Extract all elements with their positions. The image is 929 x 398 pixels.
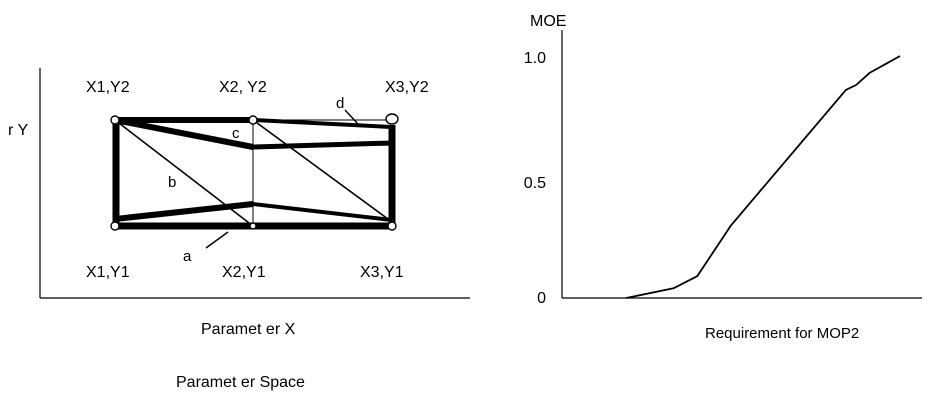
y-axis-label: r Y xyxy=(8,122,28,139)
moe-curve-line xyxy=(626,55,901,299)
x-axis-label: Paramet er X xyxy=(201,321,296,338)
node-x1y2 xyxy=(110,115,120,125)
node-x2y2 xyxy=(248,115,258,125)
chart-x-label: Requirement for MOP2 xyxy=(705,325,859,342)
node-x3y1 xyxy=(387,221,397,231)
label-a-leader xyxy=(205,231,229,249)
corner-label-x3y1: X3,Y1 xyxy=(360,264,404,281)
node-x2y1 xyxy=(249,222,257,230)
moe-chart: MOE Requirement for MOP2 1.0 0.5 0 xyxy=(524,13,922,342)
corner-label-x2y2: X2, Y2 xyxy=(219,79,267,96)
y-tick-label-0-5: 0.5 xyxy=(524,175,546,192)
path-c xyxy=(114,117,254,150)
node-x1y1 xyxy=(110,221,120,231)
path-label-c: c xyxy=(232,125,240,142)
path-label-a: a xyxy=(183,248,192,265)
diagonal-right xyxy=(252,119,393,223)
mid-right-slope xyxy=(252,140,393,150)
corner-label-x3y2: X3,Y2 xyxy=(385,79,429,96)
thick-paths xyxy=(112,117,396,230)
chart-y-label: MOE xyxy=(530,13,566,30)
top-right-slope xyxy=(252,118,393,129)
parameter-space-diagram: X1,Y2 X2, Y2 X3,Y2 X1,Y1 X2,Y1 X3,Y1 b c… xyxy=(8,68,470,391)
corner-label-x2y1: X2,Y1 xyxy=(222,264,266,281)
lower-right-slope xyxy=(252,202,393,222)
y-tick-label-0: 0 xyxy=(537,290,546,307)
corner-label-x1y2: X1,Y2 xyxy=(86,79,130,96)
path-label-b: b xyxy=(168,174,176,191)
node-markers xyxy=(110,113,399,231)
path-a xyxy=(114,201,254,222)
path-label-d: d xyxy=(336,95,344,112)
corner-label-x1y1: X1,Y1 xyxy=(86,264,130,281)
y-tick-label-1-0: 1.0 xyxy=(524,50,546,67)
label-d-leader xyxy=(344,109,359,125)
node-x3y2 xyxy=(385,113,399,125)
figure-caption: Paramet er Space xyxy=(176,374,305,391)
